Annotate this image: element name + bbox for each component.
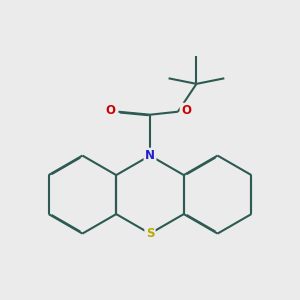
Text: O: O <box>105 104 115 117</box>
Text: S: S <box>146 227 154 240</box>
Text: N: N <box>145 149 155 162</box>
Text: O: O <box>181 104 191 117</box>
